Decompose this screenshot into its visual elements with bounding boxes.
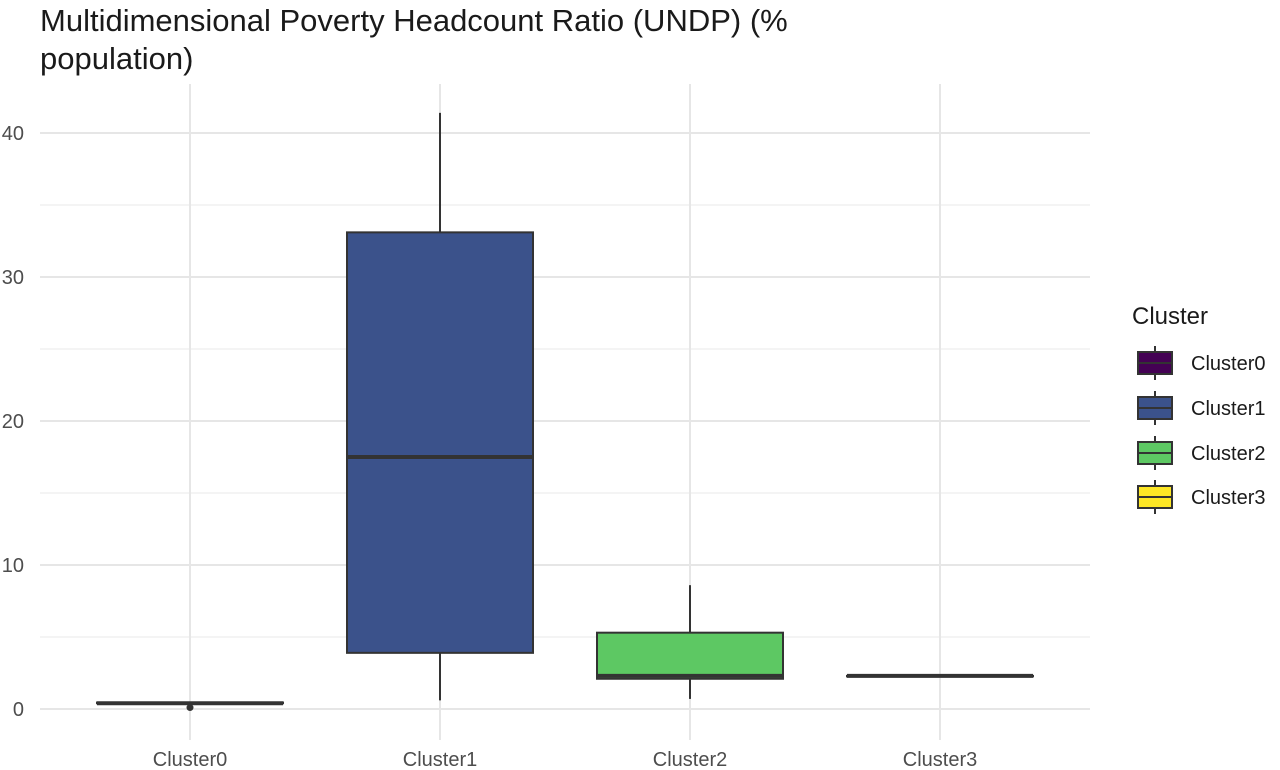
legend-label: Cluster0 (1191, 353, 1265, 375)
boxes (96, 112, 1034, 712)
x-tick-label: Cluster0 (153, 749, 227, 770)
legend-label: Cluster2 (1191, 443, 1265, 465)
x-tick-label: Cluster2 (653, 749, 727, 770)
legend-label: Cluster1 (1191, 398, 1265, 420)
x-axis-ticks: Cluster0 Cluster1 Cluster2 Cluster3 (153, 749, 977, 770)
chart-title: Multidimensional Poverty Headcount Ratio… (40, 3, 788, 76)
legend-label: Cluster3 (1191, 487, 1265, 509)
y-tick-label: 0 (13, 699, 24, 721)
legend-item-cluster1: Cluster1 (1137, 391, 1265, 425)
legend-items: Cluster0 Cluster1 Cluster2 Cluster3 (1137, 346, 1265, 514)
box-cluster2 (596, 585, 784, 699)
legend-item-cluster3: Cluster3 (1137, 480, 1265, 514)
legend-item-cluster2: Cluster2 (1137, 436, 1265, 470)
y-tick-label: 10 (2, 555, 24, 577)
grid-minor (40, 204, 1090, 638)
y-tick-label: 20 (2, 411, 24, 433)
x-tick-label: Cluster3 (903, 749, 977, 770)
grid-major (40, 84, 1090, 740)
y-axis-ticks: 0 10 20 30 40 (2, 123, 24, 721)
box-body (596, 631, 784, 680)
x-tick-label: Cluster1 (403, 749, 477, 770)
box-cluster0 (96, 701, 284, 712)
legend-title: Cluster (1132, 303, 1208, 330)
legend: Cluster Cluster0 Cluster1 Cluster2 Cluster3 (1132, 303, 1265, 514)
box-cluster1 (346, 112, 534, 701)
box-cluster3 (846, 673, 1034, 678)
y-tick-label: 40 (2, 123, 24, 145)
outlier-point (186, 704, 194, 712)
legend-item-cluster0: Cluster0 (1137, 346, 1265, 380)
y-tick-label: 30 (2, 267, 24, 289)
box-body (346, 231, 534, 654)
